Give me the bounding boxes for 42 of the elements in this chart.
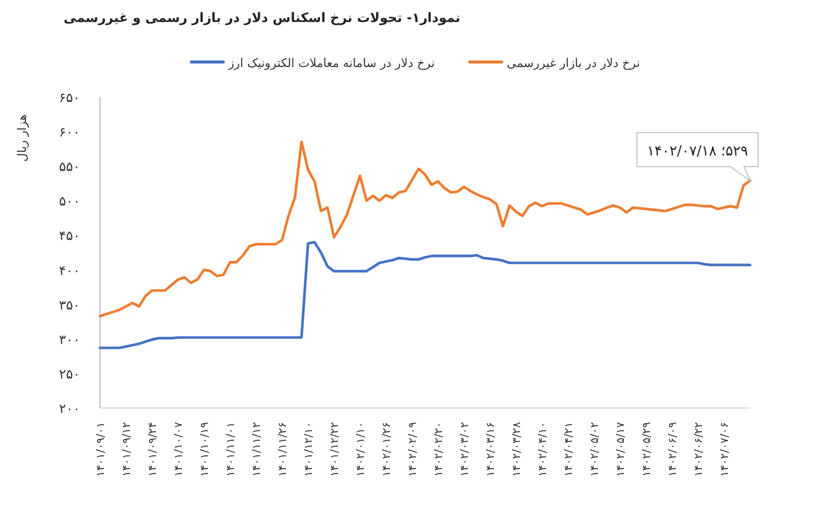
y-tick-label: ۲۵۰ xyxy=(59,367,80,382)
legend-label: نرخ دلار در سامانه معاملات الکترونیک ارز xyxy=(227,56,435,70)
x-tick-label: ۱۴۰۱/۱۲/۲۲ xyxy=(328,422,341,477)
x-tick-label: ۱۴۰۱/۱۰/۰۷ xyxy=(172,422,185,477)
x-tick-label: ۱۴۰۲/۰۱/۱۰ xyxy=(354,422,367,477)
y-tick-label: ۵۵۰ xyxy=(59,160,80,176)
y-tick-label: ۴۰۰ xyxy=(59,264,80,279)
x-tick-label: ۱۴۰۱/۱۲/۱۰ xyxy=(302,422,315,477)
x-tick-label: ۱۴۰۲/۰۲/۲۰ xyxy=(432,422,445,477)
x-tick-label: ۱۴۰۲/۰۴/۲۱ xyxy=(562,422,575,477)
y-tick-label: ۴۵۰ xyxy=(59,229,80,244)
x-tick-label: ۱۴۰۲/۰۲/۰۹ xyxy=(406,422,419,477)
y-tick-label: ۶۵۰ xyxy=(59,91,80,106)
x-tick-label: ۱۴۰۲/۰۴/۱۰ xyxy=(536,422,549,477)
y-tick-label: ۳۰۰ xyxy=(59,332,80,348)
x-tick-label: ۱۴۰۲/۰۷/۰۶ xyxy=(718,422,731,477)
x-tick-label: ۱۴۰۲/۰۵/۱۷ xyxy=(614,422,627,477)
x-tick-label: ۱۴۰۲/۰۶/۰۹ xyxy=(666,422,679,477)
x-tick-label: ۱۴۰۲/۰۶/۲۲ xyxy=(692,422,705,477)
x-tick-label: ۱۴۰۲/۰۳/۲۸ xyxy=(510,422,523,477)
chart-title: نمودار۱- تحولات نرخ اسکناس دلار در بازار رسمی و غیررسمی xyxy=(64,11,460,26)
x-tick-label: ۱۴۰۲/۰۱/۲۶ xyxy=(380,422,393,477)
x-tick-label: ۱۴۰۲/۰۳/۰۲ xyxy=(458,422,471,477)
y-tick-label: ۳۵۰ xyxy=(59,298,80,314)
legend-label: نرخ دلار در بازار غیررسمی xyxy=(506,56,640,70)
y-tick-label: ۲۰۰ xyxy=(59,402,80,417)
y-tick-label: ۶۰۰ xyxy=(59,126,80,141)
x-tick-label: ۱۴۰۲/۰۵/۲۹ xyxy=(640,422,653,477)
x-tick-label: ۱۴۰۲/۰۵/۰۲ xyxy=(588,422,601,477)
y-tick-label: ۵۰۰ xyxy=(59,194,80,210)
x-tick-label: ۱۴۰۱/۰۹/۱۲ xyxy=(120,422,133,477)
x-tick-label: ۱۴۰۲/۰۳/۱۶ xyxy=(484,422,497,477)
x-tick-label: ۱۴۰۱/۰۹/۲۴ xyxy=(146,422,159,477)
x-tick-label: ۱۴۰۱/۱۱/۰۱ xyxy=(224,422,237,477)
annotation: ۵۲۹؛ ۱۴۰۲/۰۷/۱۸ xyxy=(646,144,748,160)
line-series xyxy=(98,240,752,350)
line-series xyxy=(98,140,752,318)
x-tick-label: ۱۴۰۱/۱۰/۱۹ xyxy=(198,422,211,477)
x-tick-label: ۱۴۰۱/۱۱/۲۶ xyxy=(276,422,289,477)
x-tick-label: ۱۴۰۱/۰۹/۰۱ xyxy=(94,422,107,477)
y-axis-title: هزار ریال xyxy=(15,114,29,162)
x-tick-label: ۱۴۰۱/۱۱/۱۲ xyxy=(250,422,263,477)
